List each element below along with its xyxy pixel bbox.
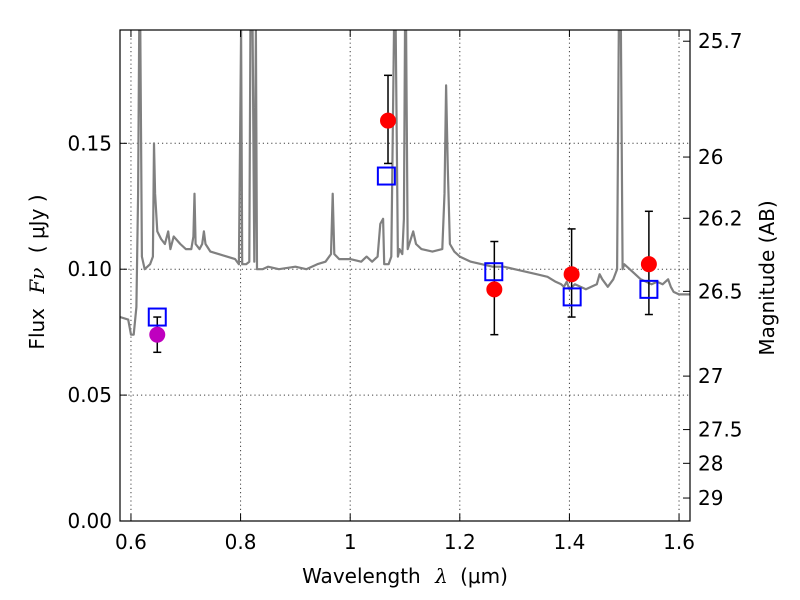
- x-axis-label-unit: (μm): [460, 564, 508, 588]
- model-square-marker: [376, 166, 396, 186]
- y-axis-label-unit: ( μJy ): [25, 194, 49, 253]
- observed-point-red: [380, 112, 397, 129]
- x-axis-label: Wavelength λ (μm): [302, 564, 508, 588]
- x-tick-label: 1.4: [554, 530, 586, 554]
- x-tick-label: 0.8: [225, 530, 257, 554]
- x-axis-label-symbol: λ: [434, 564, 448, 588]
- x-tick-label: 1.2: [444, 530, 476, 554]
- x-tick-label: 1.6: [663, 530, 695, 554]
- y2-tick-label: 26.2: [698, 206, 743, 230]
- y2-tick-label: 29: [698, 486, 723, 510]
- y-axis-label-text: Flux: [25, 308, 49, 350]
- axis-ticks: 0.6 0.8 1 1.2 1.4 1.6 0.00 0.05 0.10 0.15 25.7 26 26…: [67, 29, 742, 554]
- y-tick-label: 0.05: [67, 383, 112, 407]
- y2-tick-label: 25.7: [698, 29, 743, 53]
- y2-axis-label: Magnitude (AB): [755, 200, 779, 355]
- x-tick-label: 1: [344, 530, 357, 554]
- y-axis-label: Flux Fν ( μJy ): [25, 194, 49, 349]
- y-tick-label: 0.15: [67, 131, 112, 155]
- y-axis-label-symbol: Fν: [25, 268, 49, 295]
- y2-tick-label: 26: [698, 145, 723, 169]
- model-square-marker: [562, 287, 582, 307]
- observed-point-red: [486, 281, 503, 298]
- model-square-marker: [484, 262, 504, 282]
- model-square-marker: [147, 307, 167, 327]
- y2-tick-label: 28: [698, 451, 723, 475]
- x-tick-label: 0.6: [115, 530, 147, 554]
- model-square-marker: [639, 279, 659, 299]
- spectrum-line: [120, 30, 690, 336]
- y-tick-label: 0.00: [67, 509, 112, 533]
- observed-point-red: [640, 256, 657, 273]
- y2-tick-label: 27: [698, 364, 723, 388]
- spectrum-series: [120, 30, 690, 336]
- y2-tick-label: 27.5: [698, 418, 743, 442]
- data-markers: [147, 112, 659, 343]
- observed-point-red: [563, 266, 580, 283]
- x-axis-label-text: Wavelength: [302, 564, 421, 588]
- y-tick-label: 0.10: [67, 257, 112, 281]
- y2-tick-label: 26.5: [698, 279, 743, 303]
- observed-point-purple: [149, 326, 166, 343]
- plot-frame: [119, 29, 691, 522]
